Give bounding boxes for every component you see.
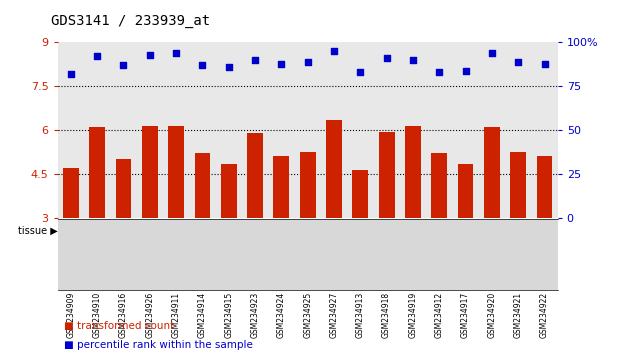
Bar: [247, 133, 263, 218]
Bar: [274, 156, 289, 218]
Bar: [221, 164, 237, 218]
Point: [276, 61, 287, 66]
Bar: [163, 219, 347, 242]
Point: [408, 57, 418, 63]
Point: [66, 71, 76, 77]
Bar: [405, 126, 421, 218]
Point: [460, 68, 470, 73]
Point: [303, 59, 313, 64]
Bar: [458, 164, 474, 218]
Point: [224, 64, 234, 70]
Bar: [63, 168, 79, 218]
Point: [250, 57, 260, 63]
Bar: [89, 127, 105, 218]
Bar: [484, 127, 500, 218]
Text: cecum: cecum: [412, 227, 440, 235]
Point: [171, 50, 181, 56]
Bar: [115, 159, 131, 218]
Bar: [400, 219, 453, 242]
Point: [513, 59, 523, 64]
Point: [434, 69, 444, 75]
Point: [119, 62, 129, 68]
Bar: [453, 219, 558, 242]
Point: [381, 56, 392, 61]
Point: [92, 54, 103, 59]
Bar: [431, 154, 447, 218]
Text: ascending colon: ascending colon: [342, 227, 404, 235]
Bar: [58, 219, 163, 242]
Bar: [510, 152, 526, 218]
Point: [329, 48, 339, 54]
Point: [355, 69, 365, 75]
Point: [197, 62, 208, 68]
Text: sigmoid colon: sigmoid colon: [81, 227, 140, 235]
Bar: [142, 126, 158, 218]
Bar: [353, 170, 368, 218]
Text: GDS3141 / 233939_at: GDS3141 / 233939_at: [51, 14, 210, 28]
Point: [145, 52, 155, 58]
Bar: [168, 126, 184, 218]
Bar: [300, 152, 315, 218]
Bar: [347, 219, 400, 242]
Point: [539, 61, 549, 66]
Text: rectum: rectum: [240, 227, 270, 235]
Text: transverse colon: transverse colon: [470, 227, 540, 235]
Point: [487, 50, 497, 56]
Text: ■ percentile rank within the sample: ■ percentile rank within the sample: [64, 341, 253, 350]
Bar: [537, 156, 553, 218]
Text: ■ transformed count: ■ transformed count: [64, 321, 174, 331]
Bar: [326, 120, 342, 218]
Bar: [194, 154, 210, 218]
Text: tissue ▶: tissue ▶: [18, 226, 58, 236]
Bar: [379, 132, 394, 218]
